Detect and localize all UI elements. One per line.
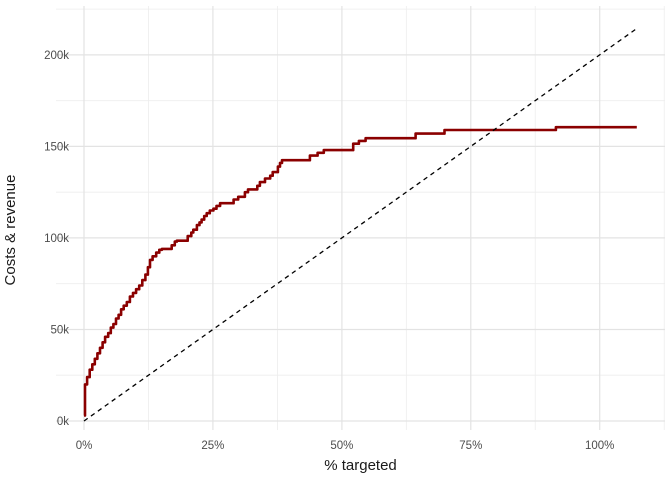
y-tick-label: 50k: [50, 325, 69, 337]
y-tick-label: 150k: [44, 141, 69, 153]
y-axis-title: Costs & revenue: [2, 175, 19, 286]
costs-diagonal-line: [83, 27, 638, 422]
y-tick-label: 200k: [44, 50, 69, 62]
revenue-step-curve: [83, 125, 637, 417]
minor-gridlines: [56, 6, 665, 430]
x-tick-label: 25%: [201, 440, 224, 452]
x-tick-label: 0%: [76, 440, 93, 452]
x-tick-label: 75%: [459, 440, 482, 452]
x-tick-label: 100%: [585, 440, 614, 452]
y-tick-label: 100k: [44, 233, 69, 245]
x-tick-label: 50%: [330, 440, 353, 452]
tick-labels: 0k 50k 100k 150k 200k 0% 25% 50% 75% 100%: [44, 50, 614, 452]
y-tick-label: 0k: [57, 416, 69, 428]
series-layer: [83, 27, 638, 422]
x-axis-title: % targeted: [324, 457, 397, 474]
major-gridlines: [56, 6, 665, 430]
